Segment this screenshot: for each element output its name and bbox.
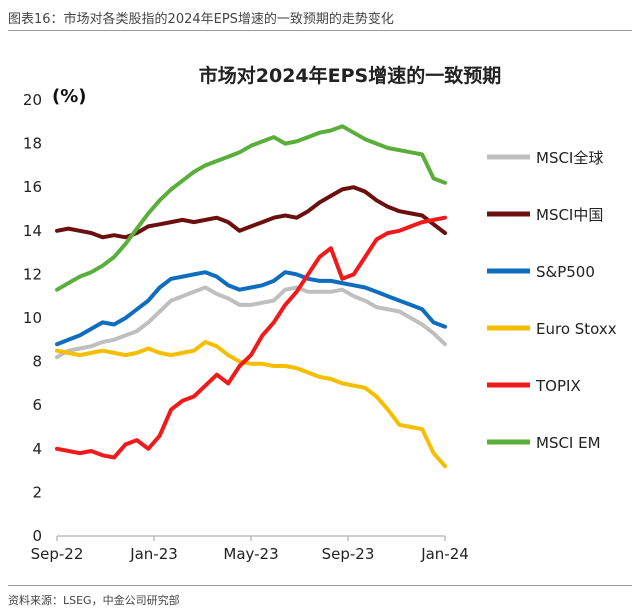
y-tick-label: 20 (23, 91, 42, 109)
source-note: 资料来源：LSEG，中金公司研究部 (8, 594, 180, 607)
series-line (55, 285, 447, 360)
figure-caption: 图表16：市场对各类股指的2024年EPS增速的一致预期的走势变化 (8, 12, 394, 27)
legend-item: Euro Stoxx (487, 320, 617, 338)
legend-item: MSCI EM (487, 434, 601, 452)
series-line (55, 340, 447, 469)
y-axis-unit: (%) (52, 86, 87, 107)
x-tick-label: Jan-23 (129, 545, 178, 563)
y-tick-label: 10 (23, 309, 42, 327)
chart-title: 市场对2024年EPS增速的一致预期 (199, 64, 501, 87)
legend-label: MSCI全球 (536, 149, 603, 167)
legend-label: MSCI中国 (536, 206, 603, 224)
x-tick-label: Sep-23 (322, 545, 375, 563)
y-tick-label: 6 (32, 396, 42, 414)
x-tick-label: Jan-24 (420, 545, 469, 563)
legend-item: MSCI全球 (487, 149, 603, 167)
series-line (55, 270, 447, 347)
top-rule (8, 30, 632, 31)
legend: MSCI全球 MSCI中国 S&P500 Euro Stoxx TOPIX MSCI EM (487, 149, 617, 452)
legend-label: Euro Stoxx (536, 320, 617, 338)
x-tick-label: Sep-22 (31, 545, 84, 563)
series-line (55, 124, 447, 292)
y-tick-label: 8 (32, 353, 42, 371)
legend-label: MSCI EM (536, 434, 601, 452)
bottom-rule (8, 585, 632, 586)
series-lines (55, 124, 447, 469)
y-tick-label: 12 (23, 265, 42, 283)
y-tick-label: 2 (32, 483, 42, 501)
legend-item: S&P500 (487, 263, 595, 281)
y-tick-label: 18 (23, 135, 42, 153)
legend-item: TOPIX (487, 377, 581, 395)
y-tick-label: 16 (23, 178, 42, 196)
legend-label: TOPIX (535, 377, 581, 395)
x-tick-label: May-23 (223, 545, 278, 563)
y-tick-label: 4 (32, 440, 42, 458)
y-tick-label: 0 (32, 527, 42, 545)
series-line (55, 185, 447, 240)
series-line (55, 215, 447, 460)
legend-label: S&P500 (536, 263, 595, 281)
axes: 0 2 4 6 8 10 12 14 16 18 20 Sep-22 Jan-23 May-23 Sep-2… (23, 91, 469, 563)
legend-item: MSCI中国 (487, 206, 603, 224)
y-tick-label: 14 (23, 222, 42, 240)
